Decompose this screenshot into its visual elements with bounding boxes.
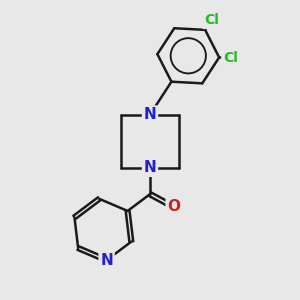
Text: N: N xyxy=(144,160,156,175)
Text: O: O xyxy=(167,200,180,214)
Text: N: N xyxy=(144,107,156,122)
Text: Cl: Cl xyxy=(204,14,219,28)
Text: N: N xyxy=(100,253,113,268)
Text: Cl: Cl xyxy=(223,51,238,65)
